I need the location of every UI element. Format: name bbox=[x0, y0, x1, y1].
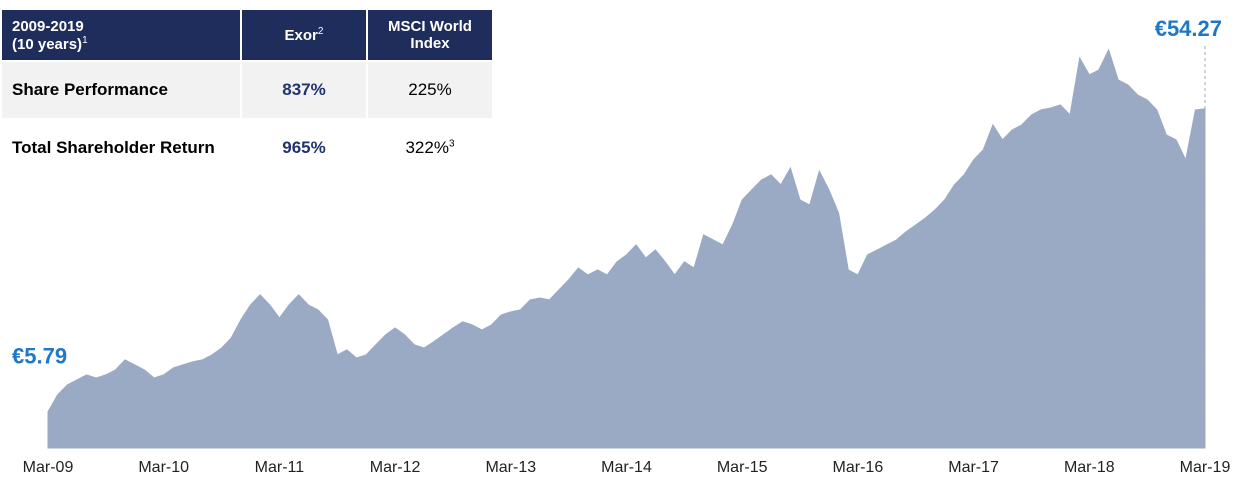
x-tick-label: Mar-09 bbox=[23, 459, 74, 476]
msci-value: 322%3 bbox=[405, 138, 454, 158]
row-label: Total Shareholder Return bbox=[2, 120, 240, 176]
header-cell: Exor2 bbox=[242, 10, 366, 60]
msci-cell: 322%3 bbox=[368, 120, 492, 176]
header-text: Exor bbox=[284, 27, 318, 44]
msci-cell: 225% bbox=[368, 62, 492, 118]
x-tick-label: Mar-18 bbox=[1064, 459, 1115, 476]
x-tick-label: Mar-17 bbox=[948, 459, 999, 476]
area bbox=[47, 48, 1206, 449]
end-value-label: €54.27 bbox=[1155, 16, 1222, 41]
exor-cell: 965% bbox=[242, 120, 366, 176]
performance-table: 2009-2019 (10 years)1 Exor2 MSCI World I… bbox=[2, 10, 492, 176]
x-tick-label: Mar-12 bbox=[370, 459, 421, 476]
header-cell: 2009-2019 (10 years)1 bbox=[2, 10, 240, 60]
footnote-mark: 2 bbox=[317, 26, 324, 37]
header-text: MSCI World bbox=[388, 18, 472, 35]
x-tick-label: Mar-15 bbox=[717, 459, 768, 476]
row-label: Share Performance bbox=[2, 62, 240, 118]
header-text: 2009-2019 bbox=[12, 17, 84, 35]
exor-value: 965% bbox=[282, 138, 326, 157]
msci-value: 225% bbox=[408, 80, 452, 99]
row-label-text: Share Performance bbox=[12, 80, 168, 99]
header-text: (10 years)1 bbox=[12, 35, 240, 53]
exor-cell: 837% bbox=[242, 62, 366, 118]
msci-value-text: 322% bbox=[405, 138, 449, 157]
row-label-text: Total Shareholder Return bbox=[12, 138, 215, 157]
x-tick-label: Mar-10 bbox=[138, 459, 189, 476]
start-value-label: €5.79 bbox=[12, 344, 67, 369]
x-tick-label: Mar-11 bbox=[255, 459, 305, 476]
header-cell: MSCI World Index bbox=[368, 10, 492, 60]
header-text: Exor2 bbox=[285, 26, 324, 44]
x-tick-label: Mar-13 bbox=[485, 459, 536, 476]
x-tick-label: Mar-19 bbox=[1180, 459, 1231, 476]
exor-value: 837% bbox=[282, 80, 326, 99]
header-text: Index bbox=[410, 35, 450, 52]
x-tick-label: Mar-16 bbox=[833, 459, 884, 476]
x-tick-label: Mar-14 bbox=[601, 459, 652, 476]
header-text: (10 years) bbox=[12, 35, 83, 53]
footnote-mark: 3 bbox=[448, 138, 455, 150]
footnote-mark: 1 bbox=[82, 34, 88, 46]
